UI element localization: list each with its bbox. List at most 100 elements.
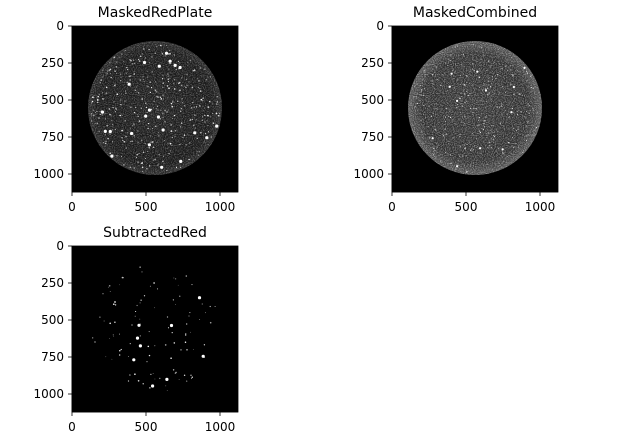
speckle: [115, 108, 117, 111]
speckle: [136, 91, 138, 93]
speckle: [450, 53, 452, 56]
speckle: [472, 149, 474, 151]
speckle: [450, 116, 452, 118]
speckle: [110, 114, 112, 116]
speckle: [452, 137, 454, 139]
speckle: [210, 136, 213, 138]
speckle: [492, 139, 494, 141]
speckle: [482, 54, 484, 56]
speckle: [153, 158, 155, 160]
speckle: [424, 88, 426, 90]
speckle: [475, 133, 477, 135]
speckle: [193, 131, 197, 135]
speckle: [173, 342, 176, 344]
speckle: [518, 93, 520, 95]
speckle: [190, 374, 192, 376]
speckle: [488, 77, 490, 79]
speckle: [121, 276, 124, 279]
speckle: [147, 345, 150, 348]
speckle: [154, 158, 157, 161]
speckle: [498, 60, 500, 62]
speckle: [487, 94, 489, 96]
speckle: [186, 380, 188, 382]
speckle: [157, 164, 159, 166]
speckle: [205, 312, 206, 314]
speckle: [141, 98, 143, 100]
speckle: [166, 85, 169, 87]
speckle: [98, 93, 100, 95]
x-tick-label: 0: [68, 420, 76, 434]
speckle: [216, 103, 218, 105]
speckle: [434, 126, 436, 128]
speckle: [441, 108, 443, 110]
y-tick-label: 1000: [33, 387, 64, 401]
speckle: [465, 75, 467, 77]
speckle: [527, 84, 529, 86]
speckle: [209, 321, 212, 324]
speckle: [141, 53, 143, 55]
speckle: [472, 99, 474, 101]
speckle: [130, 141, 132, 143]
speckle: [197, 154, 200, 156]
speckle: [487, 164, 489, 166]
speckle: [488, 59, 490, 62]
speckle: [476, 100, 478, 101]
speckle: [479, 46, 481, 48]
speckle: [169, 50, 171, 52]
y-axis: 0 250 500 750 1000: [353, 19, 393, 192]
speckle: [480, 153, 482, 155]
speckle: [204, 114, 206, 117]
speckle: [146, 361, 148, 363]
speckle: [166, 170, 168, 171]
speckle: [155, 90, 158, 93]
speckle: [159, 44, 162, 47]
speckle: [190, 331, 191, 333]
speckle: [462, 155, 464, 157]
speckle: [134, 89, 137, 91]
speckle: [507, 70, 509, 72]
speckle: [491, 128, 492, 130]
speckle: [472, 87, 474, 89]
speckle: [528, 85, 530, 87]
speckle: [506, 94, 508, 96]
speckle: [502, 150, 504, 152]
speckle: [148, 48, 150, 51]
speckle: [161, 128, 165, 132]
x-axis: 0 500 1000: [388, 191, 558, 214]
speckle: [162, 86, 164, 88]
speckle: [521, 81, 523, 83]
speckle: [180, 101, 182, 103]
speckle: [146, 168, 148, 170]
speckle: [182, 136, 184, 138]
speckle: [203, 107, 205, 109]
speckle: [413, 116, 415, 117]
speckle: [441, 148, 442, 150]
speckle: [127, 82, 131, 86]
speckle: [467, 164, 468, 166]
speckle: [120, 348, 122, 351]
speckle: [518, 132, 520, 134]
speckle: [137, 154, 139, 156]
speckle: [439, 85, 441, 87]
speckle: [102, 92, 104, 94]
speckle: [162, 74, 164, 76]
speckle: [96, 110, 98, 112]
speckle: [486, 70, 488, 71]
speckle: [133, 73, 136, 75]
speckle: [109, 62, 111, 64]
speckle: [420, 119, 422, 121]
speckle: [200, 98, 203, 101]
speckle: [490, 147, 492, 149]
speckle: [520, 129, 522, 131]
speckle: [488, 80, 490, 82]
speckle: [138, 344, 142, 348]
axes-frame: [71, 25, 239, 193]
panel-title: SubtractedRed: [103, 225, 207, 241]
speckle: [480, 100, 482, 102]
speckle: [463, 164, 465, 165]
speckle: [136, 114, 138, 116]
speckle: [526, 110, 528, 113]
speckle: [431, 137, 434, 140]
speckle: [206, 120, 208, 122]
speckle: [134, 106, 136, 108]
